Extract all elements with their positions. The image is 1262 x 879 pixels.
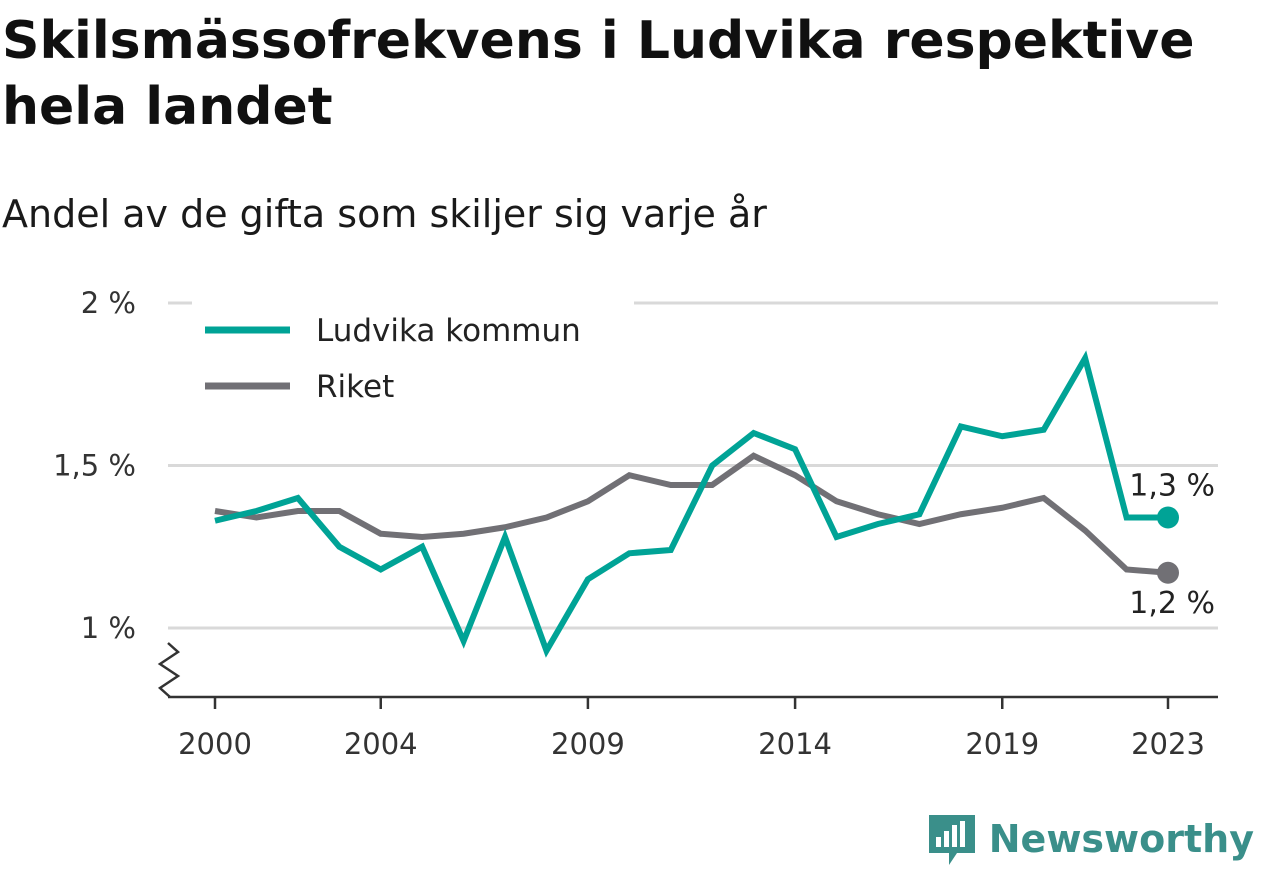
series-line bbox=[214, 452, 1169, 576]
brand-name: Newsworthy bbox=[988, 817, 1254, 861]
series-end-point bbox=[1157, 506, 1179, 529]
y-tick-label: 2 % bbox=[81, 286, 136, 320]
end-labels: 1,3 % 1,2 % bbox=[1129, 469, 1215, 621]
x-tick-label: 2004 bbox=[344, 727, 418, 761]
x-axis: 2000 2004 2009 2014 2019 2023 bbox=[168, 695, 1218, 761]
y-tick-label: 1,5 % bbox=[53, 449, 136, 483]
x-tick-label: 2019 bbox=[965, 727, 1039, 761]
newsworthy-logo-icon bbox=[928, 815, 975, 865]
series-line bbox=[214, 350, 1168, 658]
x-tick-label: 2014 bbox=[758, 727, 832, 761]
legend-background bbox=[192, 300, 634, 412]
y-axis: 1 % 1,5 % 2 % bbox=[53, 286, 181, 698]
series-lines bbox=[214, 350, 1179, 658]
legend-label: Riket bbox=[316, 369, 394, 405]
series-end-point bbox=[1157, 561, 1179, 584]
y-tick-label: 1 % bbox=[81, 611, 136, 645]
end-value-label: 1,3 % bbox=[1129, 469, 1215, 504]
brand: Newsworthy bbox=[927, 811, 1254, 867]
x-tick-label: 2009 bbox=[551, 727, 625, 761]
legend: Ludvika kommun Riket bbox=[192, 300, 634, 412]
legend-label: Ludvika kommun bbox=[316, 313, 581, 349]
x-tick-label: 2000 bbox=[178, 727, 252, 761]
axis-break-icon bbox=[157, 642, 181, 698]
chart-subtitle: Andel av de gifta som skiljer sig varje … bbox=[2, 192, 767, 236]
end-value-label: 1,2 % bbox=[1129, 586, 1215, 621]
chart-title: Skilsmässofrekvens i Ludvika respektive … bbox=[2, 11, 1195, 137]
x-tick-label: 2023 bbox=[1131, 727, 1205, 761]
